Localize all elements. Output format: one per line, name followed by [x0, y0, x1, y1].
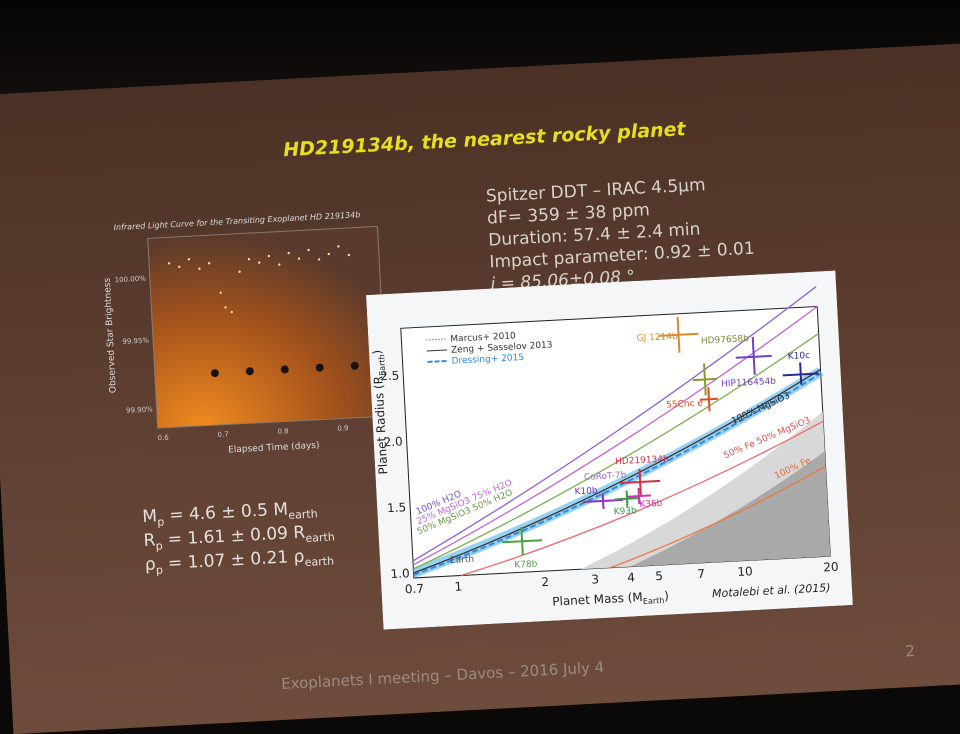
x-tick-label: 5	[655, 569, 663, 583]
x-tick-label: 1	[454, 579, 462, 593]
x-tick-label: 2	[541, 575, 549, 589]
x-tick-label: 10	[737, 564, 753, 579]
y-axis-label: Observed Star Brightness	[103, 277, 119, 393]
y-tick-label: 1.5	[387, 500, 407, 515]
data-points	[167, 245, 351, 314]
equation-part: R	[143, 530, 156, 552]
x-tick-label: 0.9	[337, 424, 349, 433]
planet-label: HD219134b	[615, 454, 670, 467]
planet-label: K93b	[613, 506, 637, 517]
equation-part: earth	[304, 554, 335, 570]
slide-title: HD219134b, the nearest rocky planet	[282, 118, 687, 162]
planet-label: K78b	[514, 559, 538, 570]
equation-part: earth	[287, 507, 318, 522]
y-tick-label: 2.5	[380, 368, 400, 383]
legend-label: Dressing+ 2015	[451, 353, 524, 367]
legend-line	[426, 349, 448, 352]
y-axis-label: Planet Radius (REarth)	[370, 349, 393, 474]
planet-label: K10c	[788, 351, 811, 362]
y-tick-label: 1.0	[390, 566, 410, 581]
y-axis-label-sub: Earth	[377, 354, 387, 376]
equation-part: earth	[305, 530, 336, 545]
slide: HD219134b, the nearest rocky planet Spit…	[0, 42, 960, 734]
y-tick-label: 2.0	[383, 434, 403, 449]
planet-label: 55Cnc e	[666, 399, 704, 411]
equation-part: ρ	[144, 554, 157, 576]
page-number: 2	[904, 641, 916, 661]
y-tick-label: 100.00%	[115, 275, 147, 285]
legend-line	[427, 359, 448, 363]
y-axis-label-text: Planet Radius (R	[371, 376, 390, 475]
equation-part: M	[141, 506, 158, 528]
x-tick-label: 3	[591, 572, 599, 586]
x-tick-label: 7	[697, 567, 705, 581]
x-axis-label: Elapsed Time (days)	[228, 441, 320, 456]
planet-label: HIP116454b	[721, 377, 777, 390]
x-tick-label: 0.6	[157, 434, 169, 443]
x-axis-label-sub: Earth	[643, 596, 665, 606]
x-axis-label: Planet Mass (MEarth)	[552, 589, 669, 611]
x-ticks: 0.7 1 2 3 4 5 7 10 20	[405, 560, 839, 597]
planet-label: GJ 1214b	[636, 332, 678, 344]
credit: Motalebi et al. (2015)	[712, 581, 831, 600]
planet-markers	[502, 316, 819, 556]
mass-radius-chart: 100% H2O 25% MgSiO3 75% H2O 50% MgSiO3 5…	[366, 270, 853, 630]
transit-dots	[210, 361, 359, 378]
planet-label: Earth	[450, 555, 475, 566]
y-ticks: 1.0 1.5 2.0 2.5	[380, 368, 410, 581]
legend-line	[426, 338, 447, 341]
light-curve: Infrared Light Curve for the Transiting …	[103, 210, 388, 456]
x-tick-label: 0.7	[217, 430, 229, 439]
y-tick-label: 99.95%	[122, 336, 149, 345]
x-tick-label: 20	[823, 560, 839, 575]
footer: Exoplanets I meeting – Davos – 2016 July…	[280, 658, 605, 694]
x-tick-label: 4	[627, 570, 635, 584]
x-tick-label: 0.7	[405, 581, 425, 596]
y-tick-label: 99.90%	[126, 405, 153, 414]
plot-area	[400, 285, 831, 579]
planet-label: K10b	[574, 486, 598, 497]
equation-part: = 4.6 ± 0.5 M	[163, 499, 289, 526]
x-tick-label: 0.8	[277, 427, 289, 436]
planet-label: CoRoT-7b	[584, 471, 627, 483]
planet-label: HD97658b	[701, 334, 750, 347]
planet-label: K36b	[639, 499, 663, 510]
legend-label: Marcus+ 2010	[450, 331, 516, 344]
planet-labels: GJ 1214b HD97658b HIP116454b K10c 55Cnc …	[450, 332, 811, 571]
x-axis-label-text: Planet Mass (M	[552, 590, 643, 609]
plot-area	[147, 225, 388, 429]
